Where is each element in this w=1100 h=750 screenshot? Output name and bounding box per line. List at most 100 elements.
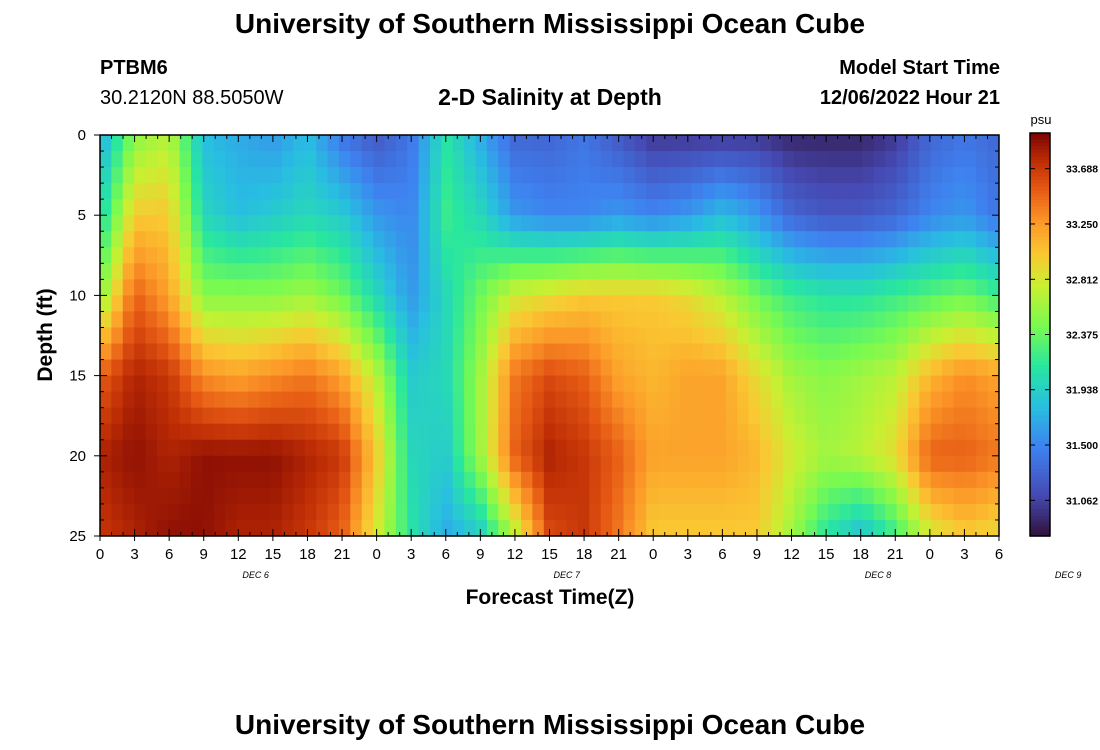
heatmap-cell	[612, 359, 625, 377]
colorbar-segment	[1030, 220, 1050, 225]
heatmap-cell	[384, 327, 397, 345]
heatmap-cell	[942, 343, 955, 361]
heatmap-cell	[942, 375, 955, 393]
heatmap-cell	[942, 151, 955, 168]
model-start-label: Model Start Time	[839, 57, 1000, 79]
heatmap-cell	[646, 407, 659, 425]
heatmap-cell	[794, 423, 807, 441]
y-tick-label: 25	[69, 528, 86, 545]
heatmap-cell	[771, 487, 784, 505]
heatmap-cell	[748, 375, 761, 393]
heatmap-cell	[680, 343, 693, 361]
heatmap-cell	[760, 503, 773, 521]
heatmap-cell	[236, 439, 249, 457]
heatmap-cell	[748, 327, 761, 345]
heatmap-cell	[748, 391, 761, 409]
heatmap-cell	[839, 199, 852, 216]
heatmap-cell	[657, 183, 670, 200]
heatmap-cell	[304, 375, 317, 393]
heatmap-cell	[236, 455, 249, 473]
heatmap-cell	[202, 423, 215, 441]
heatmap-cell	[464, 199, 477, 216]
heatmap-cell	[930, 295, 943, 313]
heatmap-cell	[430, 151, 442, 168]
heatmap-cell	[930, 279, 943, 296]
heatmap-cell	[782, 423, 795, 441]
heatmap-cell	[896, 311, 909, 329]
heatmap-cell	[805, 215, 818, 232]
heatmap-cell	[634, 375, 647, 393]
heatmap-cell	[418, 343, 431, 361]
heatmap-cell	[191, 231, 204, 248]
heatmap-cell	[373, 519, 386, 536]
heatmap-cell	[373, 487, 386, 505]
heatmap-cell	[441, 519, 454, 536]
heatmap-cell	[350, 391, 363, 409]
heatmap-cell	[691, 247, 704, 264]
heatmap-cell	[111, 247, 124, 264]
chart-subtitle: 2-D Salinity at Depth	[438, 84, 662, 110]
heatmap-cell	[498, 423, 511, 441]
heatmap-cell	[896, 455, 909, 473]
heatmap-cell	[555, 311, 568, 329]
heatmap-cell	[521, 343, 534, 361]
heatmap-cell	[748, 471, 761, 489]
heatmap-cell	[953, 135, 966, 152]
x-tick-label: 3	[684, 546, 692, 563]
x-tick-label: 3	[960, 546, 968, 563]
heatmap-cell	[316, 151, 329, 168]
heatmap-cell	[134, 439, 147, 457]
heatmap-cell	[782, 183, 795, 200]
heatmap-cell	[657, 279, 670, 296]
heatmap-cell	[953, 343, 966, 361]
heatmap-cell	[338, 231, 351, 248]
heatmap-cell	[862, 311, 875, 329]
heatmap-cell	[407, 375, 420, 393]
heatmap-cell	[202, 295, 215, 313]
heatmap-cell	[737, 295, 750, 313]
heatmap-cell	[338, 487, 351, 505]
heatmap-cell	[168, 519, 181, 536]
heatmap-cell	[202, 215, 215, 232]
heatmap-cell	[555, 423, 568, 441]
heatmap-cell	[942, 391, 955, 409]
heatmap-cell	[851, 471, 864, 489]
heatmap-cell	[179, 487, 192, 505]
heatmap-cell	[282, 151, 295, 168]
heatmap-cell	[509, 231, 522, 248]
heatmap-cell	[942, 199, 955, 216]
heatmap-cell	[191, 215, 204, 232]
heatmap-cell	[338, 151, 351, 168]
heatmap-cell	[919, 247, 932, 264]
heatmap-cell	[452, 295, 465, 313]
heatmap-cell	[828, 199, 841, 216]
heatmap-cell	[509, 215, 522, 232]
heatmap-cell	[361, 503, 374, 521]
heatmap-cell	[851, 263, 864, 280]
heatmap-cell	[816, 391, 829, 409]
heatmap-cell	[486, 151, 499, 168]
heatmap-cell	[873, 263, 886, 280]
heatmap-cell	[191, 135, 204, 152]
heatmap-cell	[418, 503, 431, 521]
heatmap-cell	[566, 487, 579, 505]
heatmap-cell	[794, 231, 807, 248]
heatmap-cell	[464, 279, 477, 296]
heatmap-cell	[657, 311, 670, 329]
colorbar-segment	[1030, 166, 1050, 171]
heatmap-cell	[350, 311, 363, 329]
heatmap-cell	[156, 455, 169, 473]
heatmap-cell	[930, 151, 943, 168]
heatmap-cell	[111, 391, 124, 409]
heatmap-cell	[418, 167, 431, 184]
heatmap-cell	[668, 471, 681, 489]
heatmap-cell	[350, 151, 363, 168]
heatmap-cell	[543, 263, 556, 280]
heatmap-cell	[384, 151, 397, 168]
heatmap-cell	[794, 295, 807, 313]
x-day-label: DEC 6	[242, 570, 269, 580]
heatmap-cell	[475, 199, 488, 216]
heatmap-cell	[816, 359, 829, 377]
colorbar-segment	[1030, 475, 1050, 480]
